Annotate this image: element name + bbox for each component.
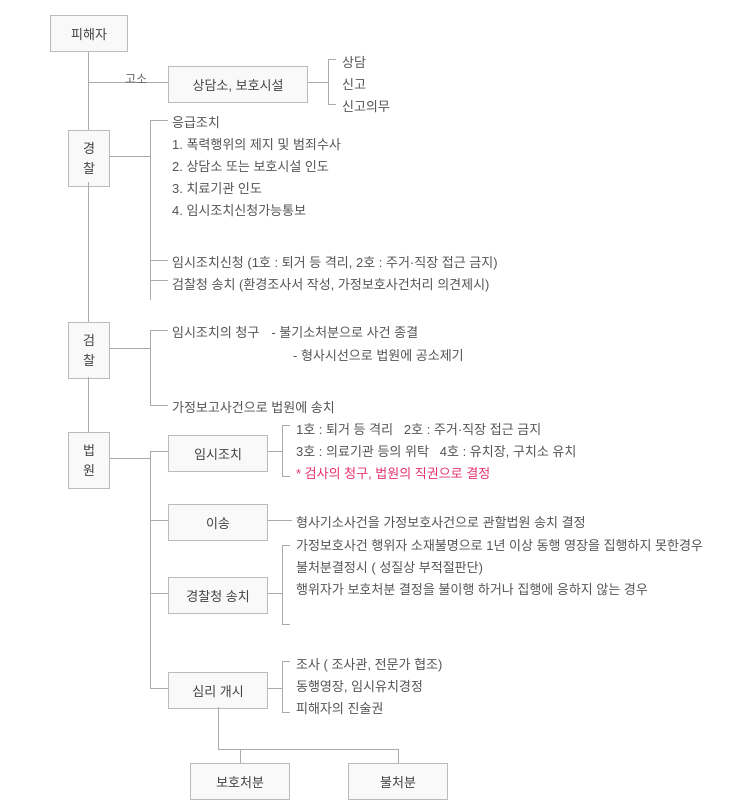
prosecutor-send-line: 검찰청 송치 (환경조사서 작성, 가정보호사건처리 의견제시) [172,274,498,296]
emergency-title: 응급조치 [172,112,341,134]
hearing-item: 피해자의 진술권 [296,698,442,720]
node-non-disposition: 불처분 [348,763,448,800]
hearing-item: 동행영장, 임시유치경정 [296,676,442,698]
node-victim: 피해자 [50,15,128,52]
hearing-item: 조사 ( 조사관, 전문가 협조) [296,654,442,676]
counsel-item: 상담 [342,52,390,74]
node-protective-disposition: 보호처분 [190,763,290,800]
temp-demand-item: - 불기소처분으로 사건 종결 [271,322,418,344]
node-hearing: 심리 개시 [168,672,268,709]
emergency-item: 1. 폭력행위의 제지 및 범죄수사 [172,134,341,156]
temp-measure-item: 1호 : 퇴거 등 격리 2호 : 주거·직장 접근 금지 [296,419,576,441]
emergency-item: 3. 치료기관 인도 [172,178,341,200]
node-counseling-center: 상담소, 보호시설 [168,66,308,103]
label-goso: 고소 [125,70,147,87]
node-police-send: 경찰청 송치 [168,577,268,614]
counsel-item: 신고 [342,74,390,96]
temp-demand-title: 임시조치의 청구 [172,322,259,344]
emergency-item: 2. 상담소 또는 보호시설 인도 [172,156,341,178]
police-send-item: 가정보호사건 행위자 소재불명으로 1년 이상 동행 영장을 집행하지 못한경우 [296,535,726,557]
transfer-text: 형사기소사건을 가정보호사건으로 관할법원 송치 결정 [296,512,586,534]
temp-measure-item: 3호 : 의료기관 등의 위탁 4호 : 유치장, 구치소 유치 [296,441,576,463]
node-temp-measure: 임시조치 [168,435,268,472]
temp-measure-note: * 검사의 청구, 법원의 직권으로 결정 [296,463,576,485]
temp-demand-item: - 형사시선으로 법원에 공소제기 [293,348,464,363]
node-prosecutor: 검 찰 [68,322,110,379]
node-police: 경 찰 [68,130,110,187]
node-court: 법 원 [68,432,110,489]
node-transfer: 이송 [168,504,268,541]
temp-request-line: 임시조치신청 (1호 : 퇴거 등 격리, 2호 : 주거·직장 접근 금지) [172,252,498,274]
police-send-item: 행위자가 보호처분 결정을 불이행 하거나 집행에 응하지 않는 경우 [296,579,726,601]
police-send-item: 불처분결정시 ( 성질상 부적절판단) [296,557,726,579]
emergency-item: 4. 임시조치신청가능통보 [172,200,341,222]
flowchart-diagram: 피해자 고소 상담소, 보호시설 상담 신고 신고의무 경 찰 응급조치 1. … [0,0,735,802]
family-case-send: 가정보고사건으로 법원에 송치 [172,400,335,415]
